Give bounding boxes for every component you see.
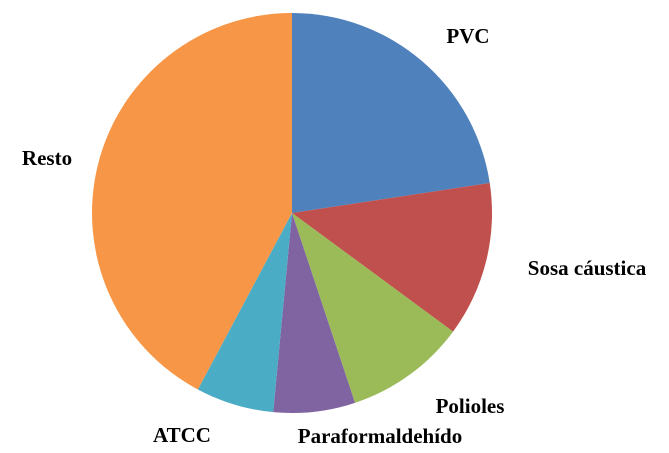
pie-slice (292, 182, 492, 332)
slice-label: Paraformaldehído (298, 424, 462, 448)
pie-slice (273, 213, 355, 413)
pie-slice (197, 213, 292, 413)
slice-label: PVC (446, 24, 489, 48)
pie-slice (91, 12, 292, 390)
slice-label: Polioles (436, 394, 505, 418)
pie-slice (292, 13, 490, 213)
pie-slice (292, 213, 454, 403)
slice-label: ATCC (153, 423, 211, 447)
slice-label: Sosa cáustica (528, 256, 647, 280)
slice-label: Resto (22, 146, 72, 170)
